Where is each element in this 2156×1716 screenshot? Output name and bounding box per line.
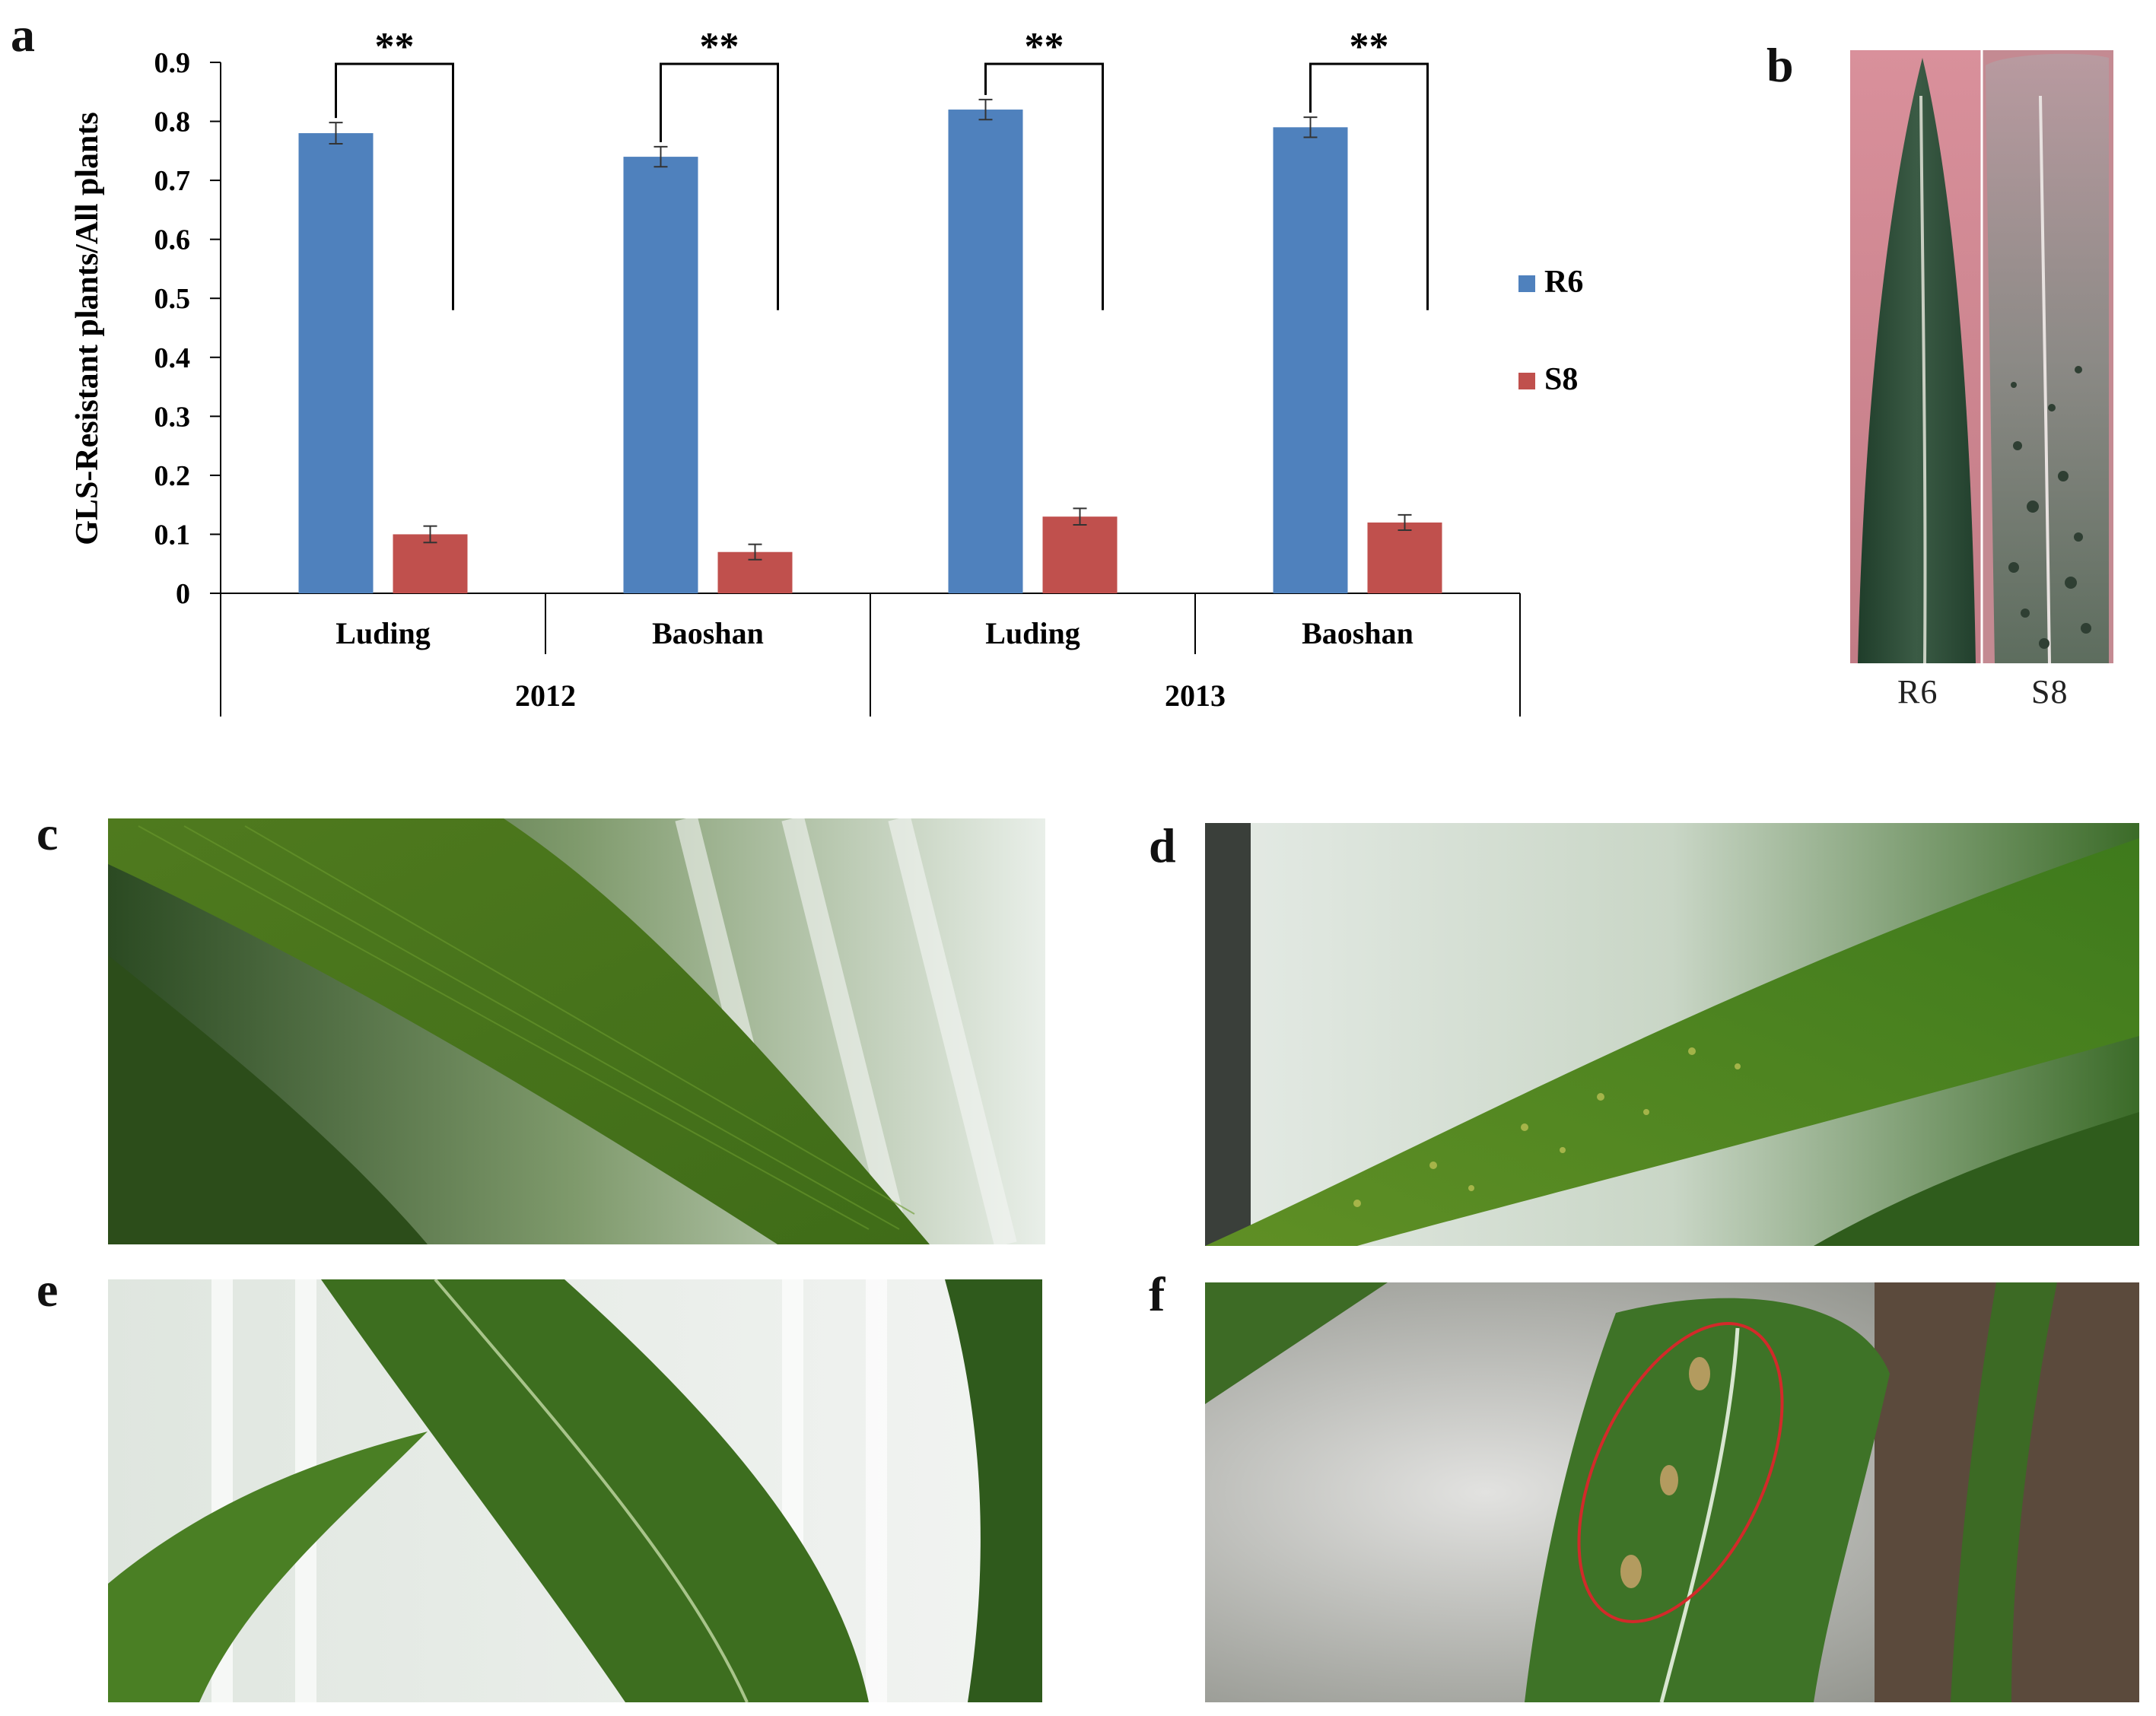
leaf-photo-c <box>108 818 1045 1244</box>
bar-s8 <box>1042 516 1118 593</box>
y-tick-label: 0.2 <box>154 460 191 492</box>
legend-swatch-s8 <box>1518 373 1535 389</box>
significance-bracket <box>984 62 1104 310</box>
bar-r6 <box>948 110 1023 594</box>
bar-r6 <box>1273 127 1348 594</box>
panel-label-e: e <box>37 1263 59 1317</box>
leaf-photo-d <box>1205 823 2139 1246</box>
x-tick-label: Baoshan <box>1302 616 1413 650</box>
y-tick-label: 0.8 <box>154 106 191 138</box>
leaf-comparison-photo <box>1850 50 2113 663</box>
significance-bracket <box>335 62 454 310</box>
y-tick-label: 0.6 <box>154 224 191 256</box>
x-tick-label: Luding <box>985 616 1080 650</box>
group-label: 2012 <box>515 678 576 713</box>
group-label: 2013 <box>1165 678 1226 713</box>
y-tick-label: 0.5 <box>154 283 191 315</box>
panel-label-c: c <box>37 806 59 860</box>
leaf-label-s8: S8 <box>2031 673 2069 710</box>
panel-label-b: b <box>1766 38 1794 92</box>
x-tick-label: Baoshan <box>652 616 764 650</box>
bar-s8 <box>393 534 468 593</box>
y-tick-label: 0.1 <box>154 519 191 551</box>
x-tick-label: Luding <box>335 616 431 650</box>
y-axis-label: GLS-Resistant plants/All plants <box>70 112 105 545</box>
bar-r6 <box>298 133 374 594</box>
significance-marker: ** <box>700 25 739 68</box>
y-tick-label: 0.3 <box>154 401 191 433</box>
legend-label-r6: R6 <box>1544 265 1583 300</box>
y-tick-label: 0.4 <box>154 342 191 374</box>
leaf-label-r6: R6 <box>1897 673 1938 710</box>
significance-marker: ** <box>1025 25 1064 68</box>
legend-label-s8: S8 <box>1544 362 1578 397</box>
panel-label-a: a <box>11 8 35 62</box>
significance-marker: ** <box>1350 25 1389 68</box>
y-tick-label: 0.9 <box>154 47 191 79</box>
significance-bracket <box>1309 62 1429 310</box>
panel-label-d: d <box>1149 818 1176 872</box>
leaf-photo-f <box>1205 1282 2139 1702</box>
y-tick-label: 0 <box>176 578 190 610</box>
panel-label-f: f <box>1149 1267 1165 1321</box>
bar-r6 <box>623 157 698 594</box>
significance-marker: ** <box>375 25 415 68</box>
significance-bracket <box>660 62 779 310</box>
legend-swatch-r6 <box>1518 275 1535 292</box>
y-tick-label: 0.7 <box>154 165 191 197</box>
leaf-photo-e <box>108 1279 1042 1702</box>
bar-s8 <box>1367 522 1442 593</box>
